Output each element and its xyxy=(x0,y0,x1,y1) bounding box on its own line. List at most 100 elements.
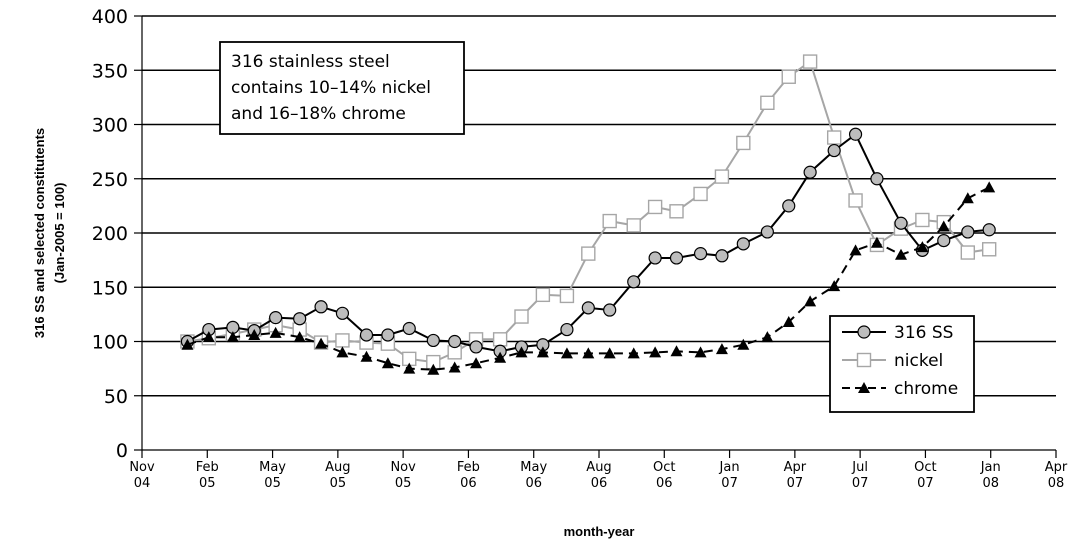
x-tick-label: 05 xyxy=(264,476,281,491)
x-tick-label: Aug xyxy=(325,460,350,475)
data-point xyxy=(582,347,595,359)
data-point xyxy=(560,322,574,337)
data-point xyxy=(492,332,508,347)
data-point xyxy=(581,246,596,261)
x-tick-label: 08 xyxy=(982,476,999,491)
x-tick-label: Feb xyxy=(196,460,219,475)
data-point xyxy=(360,350,373,362)
data-point xyxy=(559,288,575,304)
x-axis-ticks: Nov04Feb05May05Aug05Nov05Feb06May06Aug06… xyxy=(129,450,1068,491)
annotation-line-3: and 16–18% chrome xyxy=(231,104,406,124)
legend-marker xyxy=(856,352,872,368)
data-point xyxy=(669,204,684,219)
x-tick-label: 07 xyxy=(917,476,934,491)
legend: 316 SS nickel chrome xyxy=(829,315,975,413)
data-point xyxy=(315,337,328,349)
annotation-line-2: contains 10–14% nickel xyxy=(231,78,431,98)
y-tick-label: 400 xyxy=(92,6,128,28)
data-point xyxy=(248,328,261,340)
data-point xyxy=(782,199,796,213)
data-point xyxy=(515,346,528,358)
y-tick-label: 350 xyxy=(92,60,128,82)
legend-label: 316 SS xyxy=(894,323,953,343)
data-point xyxy=(581,301,595,315)
x-tick-label: 07 xyxy=(721,476,738,491)
data-point xyxy=(649,346,662,358)
data-point xyxy=(870,236,883,248)
data-point xyxy=(535,287,551,303)
data-point xyxy=(603,303,617,317)
data-point xyxy=(469,340,483,354)
data-point xyxy=(336,346,349,358)
data-point xyxy=(670,345,683,357)
data-point xyxy=(381,357,394,369)
data-point xyxy=(427,363,440,375)
data-point xyxy=(715,343,728,355)
data-point xyxy=(848,193,863,208)
x-tick-label: 07 xyxy=(787,476,804,491)
data-point xyxy=(736,237,750,251)
x-tick-label: 06 xyxy=(460,476,477,491)
x-tick-label: Jan xyxy=(980,460,1001,475)
data-point xyxy=(937,220,950,232)
data-point xyxy=(737,338,750,350)
data-point xyxy=(760,95,775,111)
data-point xyxy=(915,212,930,228)
data-point xyxy=(849,244,862,256)
x-tick-label: Aug xyxy=(586,460,611,475)
data-point xyxy=(693,247,708,261)
x-tick-label: 08 xyxy=(1048,476,1065,491)
data-point xyxy=(982,223,996,237)
data-point xyxy=(916,241,929,253)
data-point xyxy=(828,280,841,292)
x-tick-label: Jan xyxy=(719,460,740,475)
data-point xyxy=(826,130,842,145)
data-point xyxy=(804,295,817,307)
y-tick-label: 100 xyxy=(92,332,128,354)
data-point xyxy=(848,127,863,141)
data-point xyxy=(627,275,641,289)
data-point xyxy=(782,315,795,327)
data-point xyxy=(603,347,616,359)
data-point xyxy=(894,248,907,260)
x-tick-label: 06 xyxy=(591,476,608,491)
data-point xyxy=(181,338,194,350)
x-tick-label: Oct xyxy=(653,460,675,475)
x-tick-label: 05 xyxy=(330,476,347,491)
x-tick-label: Apr xyxy=(784,460,807,475)
data-point xyxy=(714,169,730,184)
legend-label: nickel xyxy=(894,351,943,371)
data-point xyxy=(494,351,507,363)
data-point xyxy=(335,306,350,320)
data-point xyxy=(426,333,440,348)
data-point xyxy=(647,199,663,215)
x-tick-label: Oct xyxy=(914,460,936,475)
data-point xyxy=(536,346,549,358)
data-point xyxy=(981,242,997,257)
data-point xyxy=(293,331,306,343)
data-point xyxy=(894,216,908,230)
y-axis-title-line-1: 316 SS and selected constitutents xyxy=(32,128,47,338)
x-tick-label: 04 xyxy=(134,476,151,491)
annotation-line-1: 316 stainless steel xyxy=(231,52,390,72)
data-point xyxy=(693,186,708,202)
data-point xyxy=(694,346,707,358)
data-point xyxy=(402,321,416,336)
data-point xyxy=(870,172,884,186)
data-point xyxy=(269,311,283,325)
data-point xyxy=(960,245,976,260)
data-point xyxy=(802,54,818,69)
data-point xyxy=(983,181,996,193)
data-point xyxy=(293,312,307,326)
data-point xyxy=(202,331,215,343)
x-tick-label: Nov xyxy=(129,460,155,475)
data-point xyxy=(961,225,975,239)
data-point xyxy=(314,300,328,314)
annotation-box: 316 stainless steel contains 10–14% nick… xyxy=(219,41,465,135)
data-point xyxy=(403,362,416,374)
data-point xyxy=(560,347,573,359)
data-point xyxy=(648,251,662,265)
y-axis-title-line-2: (Jan-2005 = 100) xyxy=(52,183,67,284)
data-point xyxy=(961,192,974,204)
